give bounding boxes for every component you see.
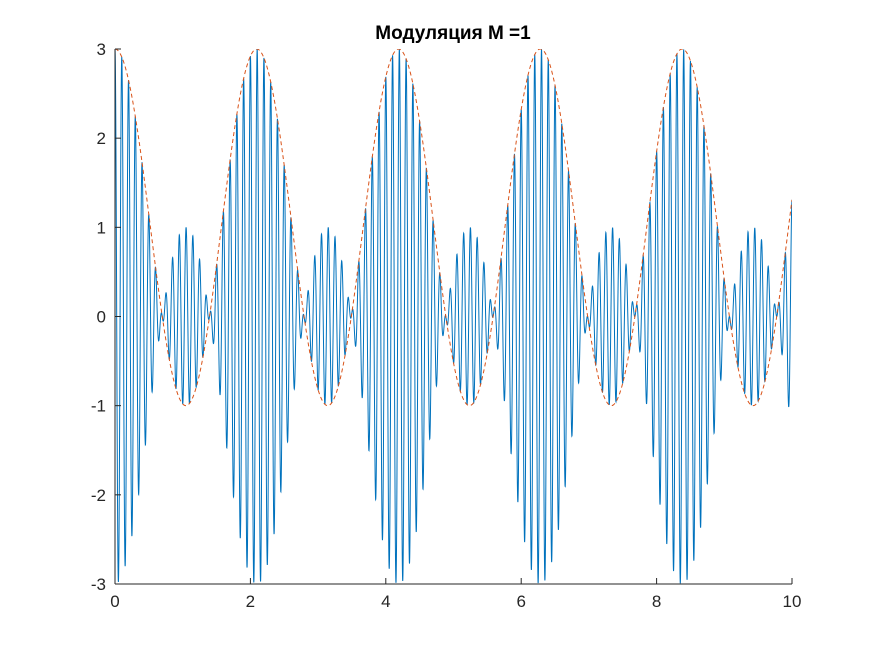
y-tick-label: -2 [91, 486, 106, 505]
x-tick-label: 8 [652, 592, 661, 611]
y-tick-label: 2 [97, 129, 106, 148]
x-tick-label: 6 [516, 592, 525, 611]
chart-title: Модуляция M =1 [375, 23, 531, 44]
y-tick-label: 0 [97, 308, 106, 327]
y-tick-label: -3 [91, 575, 106, 594]
y-tick-label: -1 [91, 397, 106, 416]
x-tick-label: 0 [110, 592, 119, 611]
x-tick-label: 2 [246, 592, 255, 611]
plot-area [115, 49, 792, 584]
y-tick-label: 3 [97, 40, 106, 59]
x-tick-label: 4 [381, 592, 390, 611]
x-tick-label: 10 [783, 592, 802, 611]
y-tick-label: 1 [97, 218, 106, 237]
series-envelope [115, 49, 792, 407]
series-modulated-signal [115, 49, 792, 584]
axes: 0 2 4 6 8 10 -3 -2 -1 0 1 2 3 [91, 40, 802, 611]
